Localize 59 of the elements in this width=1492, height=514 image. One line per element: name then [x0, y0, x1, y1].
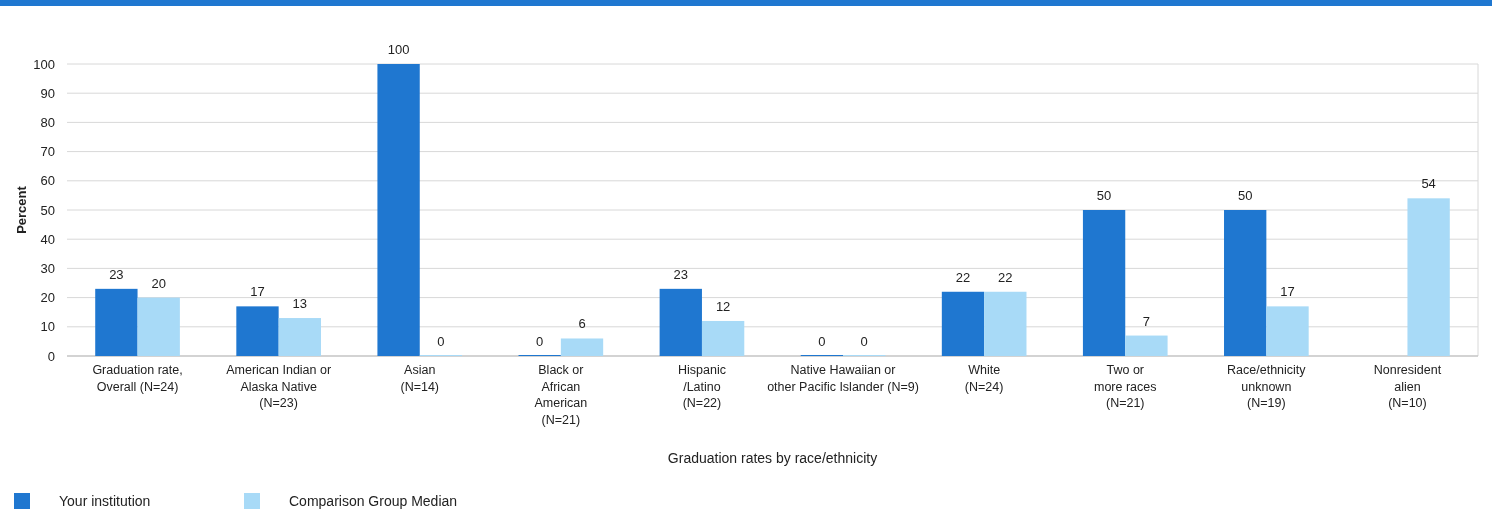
x-tick-label: Graduation rate, Overall (N=24): [92, 363, 183, 394]
data-label: 50: [1096, 188, 1112, 203]
data-label: 6: [578, 316, 586, 332]
data-label: 22: [998, 269, 1013, 285]
data-label: 17: [1280, 284, 1295, 300]
bar: [278, 318, 321, 356]
y-tick-label: 70: [40, 144, 55, 160]
bar: [1266, 306, 1309, 356]
bar: [95, 288, 138, 356]
data-label: 0: [860, 334, 868, 349]
bar: [236, 306, 279, 356]
bar: [1082, 210, 1126, 356]
y-axis-title: Percent: [14, 185, 29, 234]
data-label: 0: [437, 334, 445, 349]
bar: [1125, 335, 1168, 356]
data-label: 13: [292, 296, 308, 312]
y-tick-label: 30: [40, 260, 55, 276]
bar: [1224, 210, 1267, 356]
data-label: 20: [151, 275, 166, 291]
y-tick-label: 60: [40, 173, 55, 189]
bar: [659, 288, 702, 356]
x-tick-label: White (N=24): [964, 363, 1004, 394]
data-label: 22: [955, 269, 971, 285]
y-tick-label: 10: [40, 319, 55, 335]
y-tick-label: 0: [47, 348, 55, 364]
y-tick-label: 90: [40, 85, 55, 101]
y-tick-label: 50: [40, 202, 55, 218]
x-axis-title: Graduation rates by race/ethnicity: [667, 450, 878, 466]
data-label: 17: [250, 284, 265, 300]
bar: [1407, 198, 1450, 356]
bar: [560, 338, 604, 356]
data-label: 23: [109, 266, 124, 282]
data-label: 0: [818, 334, 826, 349]
x-tick-label: Asian (N=14): [400, 363, 440, 394]
data-label: 12: [715, 298, 731, 314]
x-tick-label: Hispanic /Latino (N=22): [677, 363, 726, 410]
bar: [701, 320, 745, 356]
data-label: 100: [387, 42, 410, 57]
bar: [941, 291, 985, 356]
x-tick-label: Two or more races (N=21): [1093, 363, 1157, 410]
data-label: 23: [673, 266, 689, 282]
legend-label: Your institution: [59, 493, 151, 509]
legend-label: Comparison Group Median: [289, 493, 458, 509]
data-label: 54: [1421, 176, 1436, 192]
x-tick-label: Race/ethnicity unknown (N=19): [1227, 363, 1307, 410]
y-tick-label: 80: [40, 114, 55, 130]
y-tick-label: 20: [40, 290, 55, 306]
data-label: 50: [1237, 188, 1253, 203]
bar: [377, 64, 420, 356]
x-tick-label: Black or African American (N=21): [534, 363, 588, 427]
x-tick-label: Nonresident alien (N=10): [1373, 363, 1442, 410]
y-tick-label: 100: [33, 56, 55, 72]
bar: [984, 291, 1027, 356]
bar: [137, 297, 180, 356]
y-tick-label: 40: [40, 231, 55, 247]
data-label: 0: [536, 334, 544, 349]
x-tick-label: Native Hawaiian or other Pacific Islander (N=9): [767, 363, 919, 394]
data-label: 7: [1142, 313, 1151, 329]
x-tick-label: American Indian or Alaska Native (N=23): [226, 363, 332, 410]
